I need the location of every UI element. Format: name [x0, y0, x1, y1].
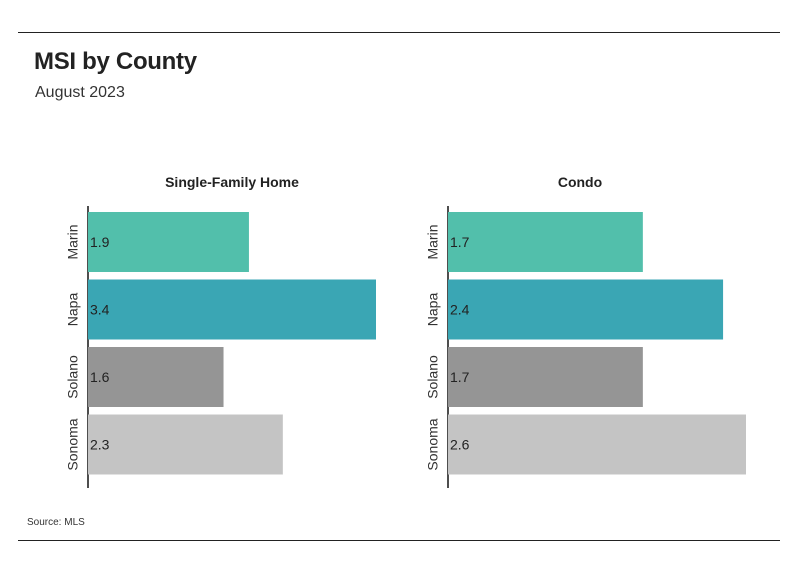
data-label-solano: 1.7	[450, 369, 470, 385]
panel-condo: Condo 1.7 Marin 2.4 Napa 1.7 Solano 2.6 Sonoma	[400, 172, 746, 492]
data-label-napa: 3.4	[90, 302, 110, 318]
category-label-sonoma: Sonoma	[65, 418, 81, 470]
chart-title: MSI by County	[34, 48, 197, 75]
bar-sonoma	[448, 414, 746, 475]
bottom-rule	[18, 540, 780, 541]
data-label-sonoma: 2.6	[450, 437, 470, 453]
bar-napa	[448, 279, 724, 340]
panel-title: Single-Family Home	[165, 174, 299, 190]
bar-solano	[88, 347, 224, 407]
category-label-napa: Napa	[425, 293, 441, 327]
category-label-napa: Napa	[65, 293, 81, 327]
panel-title: Condo	[557, 174, 603, 190]
bar-napa	[88, 279, 376, 340]
chart-condo: 1.7 Marin 2.4 Napa 1.7 Solano 2.6 Sonoma	[425, 206, 746, 488]
data-label-marin: 1.7	[450, 234, 470, 250]
category-label-solano: Solano	[65, 355, 81, 399]
data-label-marin: 1.9	[90, 234, 110, 250]
bar-sonoma	[88, 414, 283, 475]
category-label-marin: Marin	[425, 224, 441, 259]
source-note: Source: MLS	[27, 517, 85, 528]
panel-single-family: Single-Family Home 1.9 Marin 3.4 Napa 1.6 Sol…	[40, 172, 376, 492]
bar-solano	[448, 347, 643, 407]
bar-marin	[88, 212, 249, 272]
chart-single-family: 1.9 Marin 3.4 Napa 1.6 Solano 2.3 Sonoma	[65, 206, 376, 488]
category-label-sonoma: Sonoma	[425, 418, 441, 470]
data-label-napa: 2.4	[450, 302, 470, 318]
data-label-solano: 1.6	[90, 369, 110, 385]
category-label-marin: Marin	[65, 224, 81, 259]
category-label-solano: Solano	[425, 355, 441, 399]
top-rule	[18, 32, 780, 33]
bar-marin	[448, 212, 643, 272]
data-label-sonoma: 2.3	[90, 437, 110, 453]
chart-subtitle: August 2023	[35, 84, 125, 101]
